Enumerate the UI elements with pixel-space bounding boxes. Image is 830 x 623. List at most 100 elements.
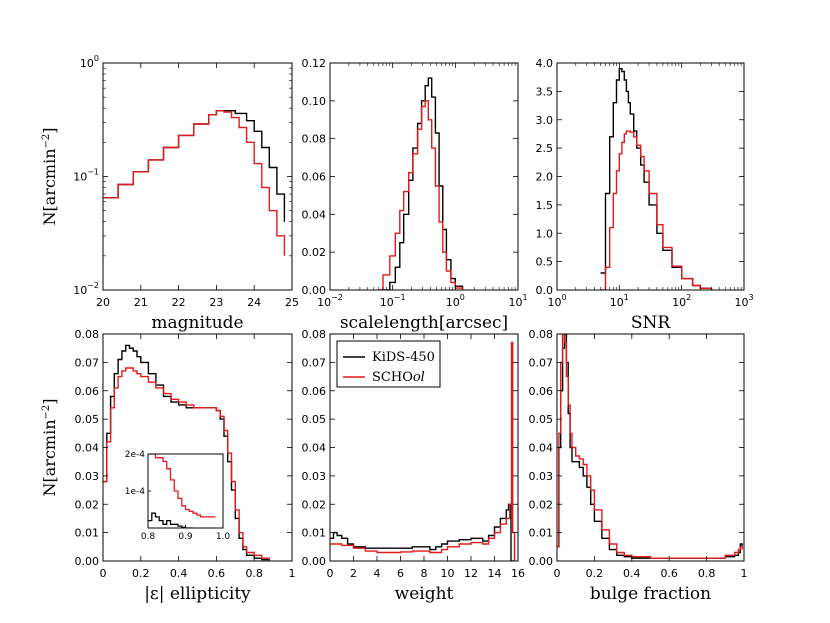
snr-y-tick-label: 3.5 xyxy=(536,85,554,98)
ellipticity-x-tick-label: 0.8 xyxy=(245,567,263,580)
weight-y-tick-label: 0.02 xyxy=(302,498,327,511)
bulge-y-tick-label: 0.03 xyxy=(529,470,554,483)
bulge-series-kids-450 xyxy=(557,334,743,559)
snr-y-tick-label: 2.5 xyxy=(536,142,554,155)
bulge-x-axis-label: bulge fraction xyxy=(590,584,711,604)
ellipticity-inset: 0.8 0.9 1.0 1e-4 2e-4 xyxy=(125,450,231,542)
magnitude-axes-frame xyxy=(102,62,293,291)
bulge-y-tick-label: 0.00 xyxy=(529,555,554,568)
weight-x-tick-label: 14 xyxy=(488,567,502,580)
ellipticity-inset-y-tick-label: 1e-4 xyxy=(125,487,146,497)
weight-x-tick-label: 12 xyxy=(464,567,478,580)
magnitude-x-tick-label: 24 xyxy=(247,296,261,309)
ellipticity-series-kids-450 xyxy=(103,344,270,561)
ellipticity-x-tick-label: 0.4 xyxy=(170,567,188,580)
weight-series-group xyxy=(330,341,516,561)
scalelength-x-axis-label: scalelength[arcsec] xyxy=(340,313,508,333)
snr-x-axis-label: SNR xyxy=(631,313,672,333)
snr-series-group xyxy=(600,68,713,290)
panel-weight: 0 2 4 6 8 10 12 14 16 0.00 0.01 0.02 0.03 0.04 0.05 0.0… xyxy=(302,328,526,604)
weight-y-tick-label: 0.05 xyxy=(302,413,327,426)
magnitude-series-school xyxy=(103,110,286,256)
scalelength-x-tick-label: 101 xyxy=(508,293,527,309)
bulge-series-school xyxy=(557,334,743,559)
ellipticity-y-tick-label: 0.00 xyxy=(75,555,100,568)
bulge-y-tick-label: 0.07 xyxy=(529,356,554,369)
ellipticity-inset-x-tick-label: 0.9 xyxy=(178,532,193,542)
ellipticity-y-tick-label: 0.07 xyxy=(75,356,100,369)
bulge-y-tick-label: 0.06 xyxy=(529,385,554,398)
ellipticity-y-tick-label: 0.04 xyxy=(75,442,100,455)
snr-x-tick-label: 101 xyxy=(610,293,629,309)
ellipticity-inset-series-kids-450 xyxy=(148,512,193,528)
magnitude-y-tick-label: 10−1 xyxy=(73,168,99,184)
scalelength-x-tick-label: 10−1 xyxy=(380,293,406,309)
snr-y-tick-label: 0.5 xyxy=(536,256,554,269)
ellipticity-x-tick-label: 0.6 xyxy=(208,567,226,580)
snr-series-school xyxy=(600,130,713,290)
ellipticity-inset-series-school xyxy=(148,454,216,518)
bulge-series-group xyxy=(557,334,743,559)
snr-y-tick-label: 1.0 xyxy=(536,227,554,240)
ellipticity-y-tick-label: 0.01 xyxy=(75,527,100,540)
bulge-axes-frame xyxy=(556,333,745,562)
magnitude-x-tick-label: 25 xyxy=(285,296,299,309)
bulge-y-tick-label: 0.08 xyxy=(529,328,554,341)
weight-x-tick-label: 8 xyxy=(421,567,428,580)
legend-label-school: SCHOol xyxy=(372,370,425,385)
bulge-x-tick-label: 0.6 xyxy=(660,567,678,580)
bulge-y-tick-label: 0.04 xyxy=(529,442,554,455)
ellipticity-inset-y-tick-label: 2e-4 xyxy=(125,450,146,460)
scalelength-y-tick-label: 0.04 xyxy=(302,208,327,221)
panel-ellipticity: 0 0.2 0.4 0.6 0.8 1 0.00 0.01 0.02 0.03 0.04 0.05 0.… xyxy=(40,328,296,604)
snr-series-kids-450 xyxy=(600,68,713,290)
scalelength-y-tick-label: 0.08 xyxy=(302,133,327,146)
ellipticity-x-axis-label: |ε| ellipticity xyxy=(144,584,251,604)
ellipticity-series-group xyxy=(103,344,270,561)
bulge-y-tick-label: 0.02 xyxy=(529,498,554,511)
snr-y-tick-label: 1.5 xyxy=(536,199,554,212)
magnitude-x-tick-label: 20 xyxy=(96,296,110,309)
ellipticity-y-tick-label: 0.06 xyxy=(75,385,100,398)
bulge-x-tick-label: 0 xyxy=(554,567,561,580)
weight-x-tick-label: 4 xyxy=(374,567,381,580)
scalelength-series-group xyxy=(378,77,464,290)
snr-y-tick-label: 2.0 xyxy=(536,171,554,184)
magnitude-x-tick-label: 22 xyxy=(172,296,186,309)
snr-y-tick-label: 0.0 xyxy=(536,284,554,297)
magnitude-x-tick-label: 21 xyxy=(134,296,148,309)
weight-y-tick-label: 0.06 xyxy=(302,385,327,398)
scalelength-y-tick-label: 0.06 xyxy=(302,171,327,184)
panel-magnitude: 20 21 22 23 24 25 10−2 10−1 100 magnitude N[arcmin… xyxy=(40,54,299,333)
scalelength-series-school xyxy=(378,100,464,290)
bulge-x-tick-label: 1 xyxy=(741,567,748,580)
magnitude-y-tick-label: 10−2 xyxy=(73,281,99,297)
bulge-y-tick-label: 0.01 xyxy=(529,527,554,540)
bulge-y-tick-label: 0.05 xyxy=(529,413,554,426)
weight-x-tick-label: 16 xyxy=(511,567,525,580)
weight-y-tick-label: 0.01 xyxy=(302,527,327,540)
ellipticity-y-axis-label: N[arcmin−2] xyxy=(40,399,59,497)
snr-x-tick-label: 102 xyxy=(672,293,691,309)
ellipticity-x-tick-label: 0.2 xyxy=(132,567,150,580)
bulge-x-tick-label: 0.8 xyxy=(698,567,716,580)
snr-y-tick-label: 4.0 xyxy=(536,57,554,70)
weight-x-tick-label: 0 xyxy=(327,567,334,580)
scalelength-axes-frame xyxy=(329,62,519,291)
weight-y-tick-label: 0.08 xyxy=(302,328,327,341)
snr-axes-frame xyxy=(556,62,745,291)
magnitude-y-tick-label: 100 xyxy=(80,54,99,70)
magnitude-series-group xyxy=(103,110,286,256)
scalelength-y-tick-label: 0.02 xyxy=(302,246,327,259)
ellipticity-x-tick-label: 0 xyxy=(100,567,107,580)
legend-label-kids-450: KiDS-450 xyxy=(372,350,435,365)
magnitude-y-axis-label: N[arcmin−2] xyxy=(40,128,59,226)
panel-bulge: 0 0.2 0.4 0.6 0.8 1 0.00 0.01 0.02 0.03 0.04 0.05 0.… xyxy=(529,328,748,604)
scalelength-y-tick-label: 0.00 xyxy=(302,284,327,297)
scalelength-x-tick-label: 100 xyxy=(446,293,465,309)
ellipticity-y-tick-label: 0.08 xyxy=(75,328,100,341)
weight-x-tick-label: 6 xyxy=(397,567,404,580)
weight-series-school xyxy=(330,341,516,561)
snr-x-tick-label: 103 xyxy=(734,293,753,309)
